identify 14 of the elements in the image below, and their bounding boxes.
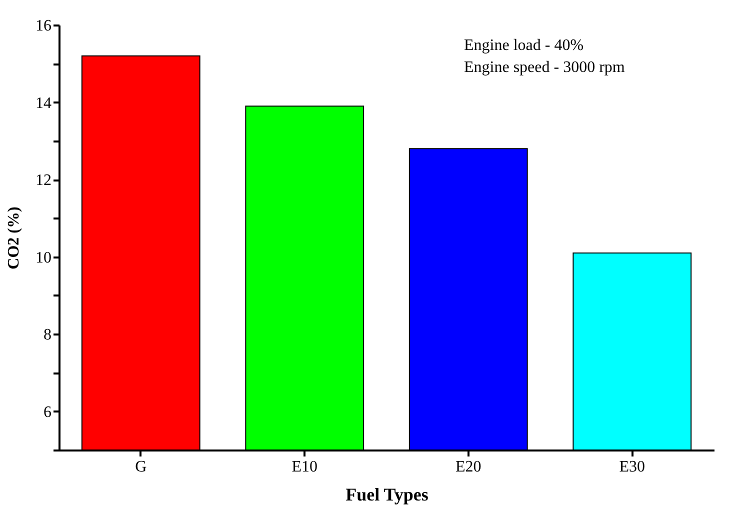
y-tick-label: 6 (44, 404, 52, 421)
x-tick-label: E20 (455, 458, 482, 476)
y-axis-title: CO2 (%) (6, 206, 22, 270)
y-tick-label: 16 (36, 18, 52, 34)
annotation: Engine speed - 3000 rpm (464, 59, 626, 76)
x-tick-label: G (135, 458, 148, 476)
x-tick-label: E10 (292, 458, 318, 476)
y-tick-label: 8 (44, 326, 52, 344)
y-tick-label: 10 (36, 249, 52, 266)
y-tick-label: 14 (36, 94, 52, 112)
x-axis-title: Fuel Types (346, 484, 428, 504)
y-tick-label: 12 (36, 172, 52, 190)
x-tick-label: E30 (619, 458, 646, 476)
annotation: Engine load - 40% (464, 37, 584, 54)
